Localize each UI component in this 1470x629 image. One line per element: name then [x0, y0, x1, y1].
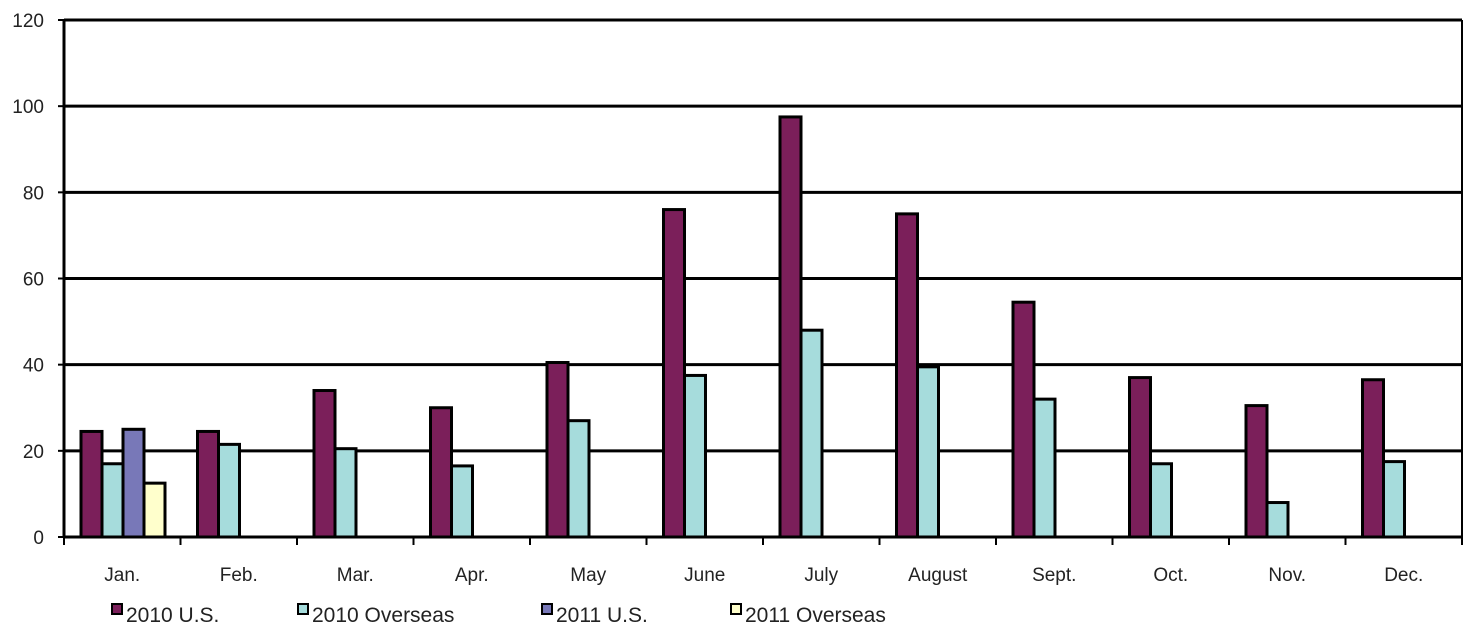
legend-label: 2010 U.S. — [126, 604, 219, 624]
x-category-label: Oct. — [1153, 565, 1188, 586]
x-category-label: Jan. — [104, 565, 140, 586]
bar-2010-u-s--june — [662, 208, 686, 539]
x-category-label: May — [570, 565, 606, 586]
x-category-label: Nov. — [1268, 565, 1306, 586]
bars — [79, 115, 1406, 539]
bar-2010-u-s--oct — [1128, 376, 1152, 539]
x-category-label: Apr. — [455, 565, 489, 586]
legend-label: 2010 Overseas — [312, 604, 454, 624]
bar-2010-overseas-mar — [333, 447, 358, 539]
bar-2010-u-s--dec — [1361, 378, 1385, 539]
bar-2011-u-s--jan — [121, 427, 146, 539]
bar-2010-overseas-nov — [1265, 501, 1290, 539]
bar-2010-u-s--apr — [429, 406, 453, 539]
bar-2010-overseas-apr — [450, 464, 474, 539]
legend-label: 2011 U.S. — [556, 604, 648, 624]
legend-swatch — [111, 603, 123, 615]
x-category-label: June — [684, 565, 725, 586]
y-axis-tick-labels: 0 20 40 60 80 100 120 — [12, 11, 44, 549]
x-category-label: Dec. — [1384, 565, 1423, 586]
y-tick-label: 0 — [33, 528, 44, 549]
y-tick-label: 60 — [23, 270, 44, 291]
axes — [58, 19, 1463, 545]
x-category-label: July — [804, 565, 838, 586]
x-category-label: Feb. — [220, 565, 258, 586]
y-tick-label: 80 — [23, 183, 44, 204]
legend: 2010 U.S. 2010 Overseas 2011 U.S. 2011 Over… — [111, 603, 886, 627]
x-category-label: Sept. — [1032, 565, 1076, 586]
bar-2010-u-s--sept — [1011, 300, 1036, 539]
bar-2010-u-s--nov — [1244, 404, 1269, 539]
y-tick-label: 120 — [12, 11, 44, 32]
y-tick-label: 20 — [23, 442, 44, 463]
y-tick-label: 100 — [12, 97, 44, 118]
bar-2010-u-s--august — [895, 212, 919, 539]
bar-2010-overseas-july — [799, 328, 824, 539]
legend-swatch — [541, 603, 553, 615]
bar-2010-u-s--july — [778, 115, 803, 539]
bar-2010-u-s--feb — [196, 429, 220, 539]
legend-item: 2010 U.S. — [111, 603, 219, 627]
x-axis-category-labels: Jan. Feb. Mar. Apr. May June July August Sept. Oc… — [104, 565, 1423, 586]
grid-lines — [64, 18, 1462, 453]
legend-label: 2011 Overseas — [745, 604, 886, 624]
bar-2010-u-s--mar — [312, 389, 337, 539]
bar-2010-overseas-oct — [1149, 462, 1173, 539]
bar-2011-overseas-jan — [142, 481, 167, 539]
bar-2010-overseas-jan — [100, 462, 125, 539]
bar-2010-overseas-dec — [1382, 460, 1406, 539]
legend-item: 2010 Overseas — [297, 603, 454, 627]
y-tick-label: 40 — [23, 356, 44, 377]
bar-2010-overseas-may — [566, 419, 591, 539]
bar-2010-u-s--jan — [79, 429, 104, 539]
x-category-label: Mar. — [337, 565, 374, 586]
x-category-label: August — [908, 565, 968, 586]
bar-2010-overseas-june — [683, 373, 707, 539]
bar-2010-u-s--may — [545, 361, 570, 539]
bar-2010-overseas-august — [916, 365, 940, 539]
legend-item: 2011 Overseas — [730, 603, 886, 627]
legend-swatch — [297, 603, 309, 615]
bar-2010-overseas-feb — [217, 442, 241, 539]
legend-swatch — [730, 603, 742, 615]
legend-item: 2011 U.S. — [541, 603, 648, 627]
bar-2010-overseas-sept — [1032, 397, 1057, 539]
